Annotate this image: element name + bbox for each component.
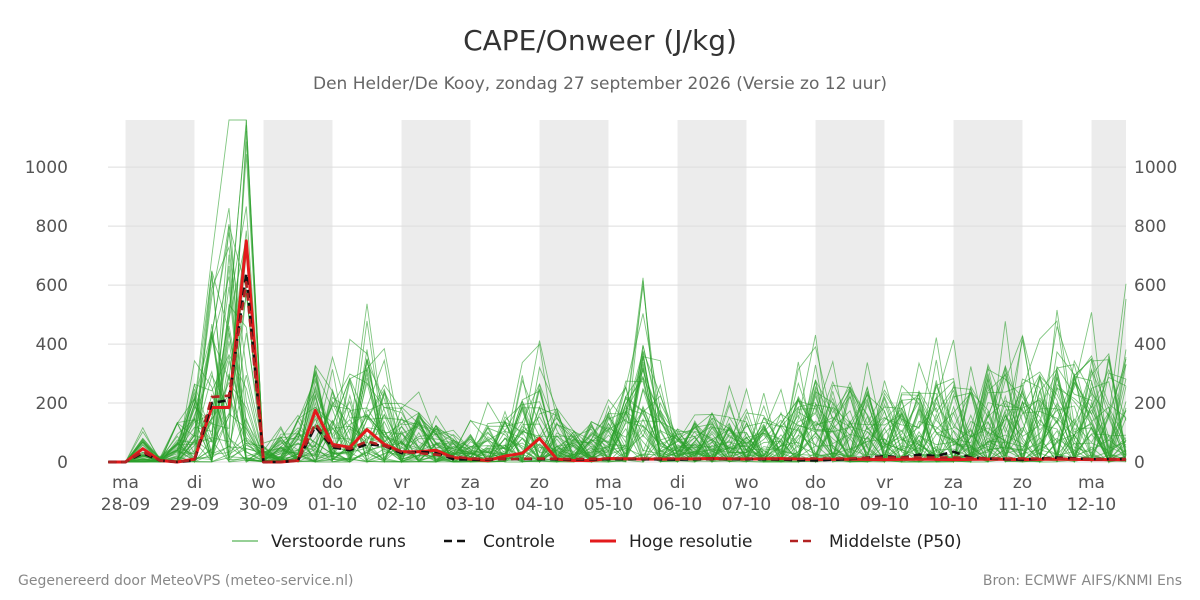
night-band: [815, 120, 885, 462]
y-tick-label: 600: [36, 276, 68, 296]
x-tick-day: vr: [393, 473, 410, 493]
legend-label: Middelste (P50): [829, 532, 962, 552]
x-tick-day: wo: [734, 473, 758, 493]
x-tick-date: 09-10: [860, 495, 909, 515]
y-tick-label: 800: [1134, 217, 1166, 237]
night-band: [401, 120, 471, 462]
x-tick-day: zo: [1013, 473, 1032, 493]
ensemble-run-line: [108, 343, 1127, 464]
x-tick-day: di: [187, 473, 203, 493]
y-axis-left: 0 200 400 600 800 1000: [25, 158, 68, 473]
legend-label: Verstoorde runs: [271, 532, 406, 552]
y-tick-label: 800: [36, 217, 68, 237]
night-band: [677, 120, 747, 462]
x-tick-day: za: [944, 473, 963, 493]
ensemble-run-line: [108, 208, 1127, 463]
ensemble-run-line: [108, 357, 1127, 463]
x-axis: ma28-09di29-09wo30-09do01-10vr02-10za03-…: [101, 473, 1116, 515]
main-series: [108, 239, 1126, 464]
x-tick-date: 02-10: [377, 495, 426, 515]
y-tick-label: 0: [1134, 453, 1145, 473]
x-tick-date: 07-10: [722, 495, 771, 515]
y-tick-label: 200: [36, 394, 68, 414]
x-tick-date: 29-09: [170, 495, 219, 515]
legend-label: Controle: [483, 532, 555, 552]
x-tick-day: di: [670, 473, 686, 493]
x-tick-date: 11-10: [998, 495, 1047, 515]
night-bands: [125, 120, 1126, 462]
x-tick-date: 28-09: [101, 495, 150, 515]
x-tick-day: ma: [1078, 473, 1105, 493]
y-tick-label: 0: [57, 453, 68, 473]
x-tick-day: zo: [530, 473, 549, 493]
footer-source: Bron: ECMWF AIFS/KNMI Ens: [983, 573, 1182, 589]
x-tick-date: 01-10: [308, 495, 357, 515]
night-band: [125, 120, 195, 462]
x-tick-date: 06-10: [653, 495, 702, 515]
night-band: [539, 120, 609, 462]
x-tick-date: 08-10: [791, 495, 840, 515]
ensemble-run-line: [108, 239, 1127, 464]
x-tick-date: 05-10: [584, 495, 633, 515]
legend-label: Hoge resolutie: [629, 532, 753, 552]
y-tick-label: 200: [1134, 394, 1166, 414]
x-tick-day: do: [322, 473, 343, 493]
ensemble-run-line: [108, 332, 1127, 463]
footer-generator: Gegenereerd door MeteoVPS (meteo-service…: [18, 573, 353, 589]
x-tick-day: ma: [112, 473, 139, 493]
x-tick-date: 12-10: [1067, 495, 1116, 515]
y-axis-right: 0 200 400 600 800 1000: [1134, 158, 1177, 473]
x-tick-date: 30-09: [239, 495, 288, 515]
chart-title: CAPE/Onweer (J/kg): [463, 24, 737, 57]
ensemble-run-line: [108, 326, 1127, 463]
legend: Verstoorde runs Controle Hoge resolutie Mid…: [232, 532, 962, 552]
series-line-middelste-p50: [108, 280, 1126, 464]
y-tick-label: 1000: [1134, 158, 1177, 178]
x-tick-day: do: [805, 473, 826, 493]
y-tick-label: 400: [1134, 335, 1166, 355]
x-tick-date: 10-10: [929, 495, 978, 515]
x-tick-date: 04-10: [515, 495, 564, 515]
x-tick-day: ma: [595, 473, 622, 493]
x-tick-day: za: [461, 473, 480, 493]
x-tick-day: vr: [876, 473, 893, 493]
x-tick-day: wo: [251, 473, 275, 493]
y-tick-label: 1000: [25, 158, 68, 178]
y-tick-label: 400: [36, 335, 68, 355]
ensemble-run-line: [108, 356, 1127, 463]
chart-subtitle: Den Helder/De Kooy, zondag 27 september …: [313, 74, 887, 94]
y-tick-label: 600: [1134, 276, 1166, 296]
x-tick-date: 03-10: [446, 495, 495, 515]
